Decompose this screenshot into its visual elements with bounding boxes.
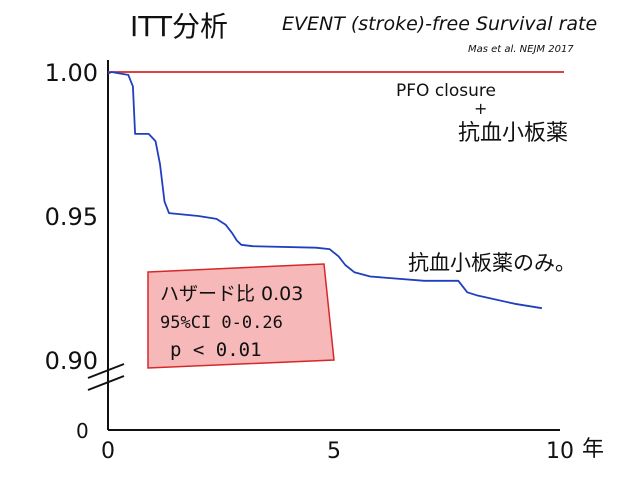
series-line-antiplatelet-only — [107, 71, 543, 310]
y-tick-label: 1.00 — [45, 59, 98, 87]
series-label-antiplatelet: 抗血小板薬 — [458, 121, 568, 146]
series-layer — [107, 71, 564, 310]
x-tick-label: 0 — [101, 439, 115, 464]
chart-subtitle: EVENT (stroke)-free Survival rate — [282, 13, 597, 35]
y-tick-label: 0.95 — [45, 203, 98, 231]
hazard-ratio-line-2: 95%CI 0-0.26 — [160, 313, 283, 333]
y-tick-label: 0.90 — [45, 347, 98, 375]
chart-source: Mas et al. NEJM 2017 — [468, 44, 574, 55]
hazard-ratio-box-bg — [147, 263, 335, 369]
series-label-closure: PFO closure — [396, 81, 496, 101]
y-origin-label: 0 — [76, 419, 89, 443]
y-tick-labels: 1.00 0.95 0.90 — [45, 59, 98, 375]
hazard-ratio-line-3: p < 0.01 — [170, 339, 262, 361]
x-tick-label: 10 — [546, 439, 574, 464]
x-tick-labels: 0 5 10 — [101, 439, 574, 464]
chart-title: ITT分析 — [130, 10, 228, 43]
x-unit-label: 年 — [582, 437, 604, 462]
hazard-ratio-line-1: ハザード比 0.03 — [160, 283, 303, 305]
series-label-antiplatelet-only: 抗血小板薬のみ。 — [408, 251, 576, 275]
hazard-ratio-box: ハザード比 0.03 95%CI 0-0.26 p < 0.01 — [147, 263, 335, 369]
series-label-plus: + — [474, 99, 487, 118]
x-tick-label: 5 — [327, 439, 341, 464]
axis-break-mark — [87, 363, 125, 391]
